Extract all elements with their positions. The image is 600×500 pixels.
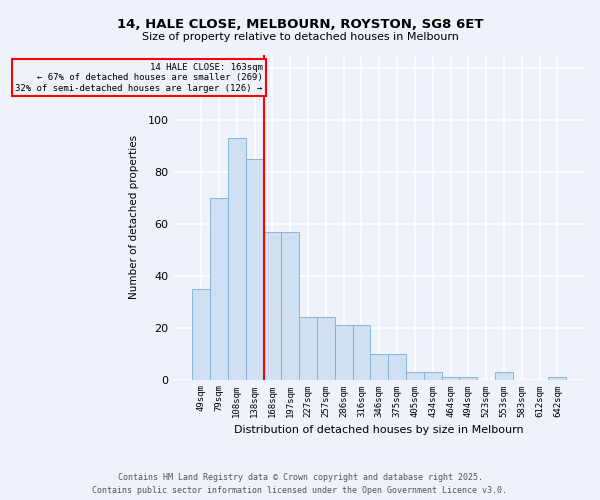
Bar [353,325,370,380]
Bar [424,372,442,380]
Text: Contains HM Land Registry data © Crown copyright and database right 2025.
Contai: Contains HM Land Registry data © Crown c… [92,474,508,495]
Bar [228,138,246,380]
Bar [335,325,353,380]
Bar [246,159,263,380]
Text: 14 HALE CLOSE: 163sqm
← 67% of detached houses are smaller (269)
32% of semi-det: 14 HALE CLOSE: 163sqm ← 67% of detached … [16,63,263,92]
Bar [317,317,335,380]
Bar [263,232,281,380]
Text: Size of property relative to detached houses in Melbourn: Size of property relative to detached ho… [142,32,458,42]
Bar [406,372,424,380]
Bar [210,198,228,380]
Y-axis label: Number of detached properties: Number of detached properties [129,135,139,300]
X-axis label: Distribution of detached houses by size in Melbourn: Distribution of detached houses by size … [235,425,524,435]
Bar [370,354,388,380]
Bar [299,317,317,380]
Bar [495,372,513,380]
Bar [548,377,566,380]
Bar [281,232,299,380]
Text: 14, HALE CLOSE, MELBOURN, ROYSTON, SG8 6ET: 14, HALE CLOSE, MELBOURN, ROYSTON, SG8 6… [117,18,483,30]
Bar [388,354,406,380]
Bar [442,377,460,380]
Bar [193,288,210,380]
Bar [460,377,477,380]
